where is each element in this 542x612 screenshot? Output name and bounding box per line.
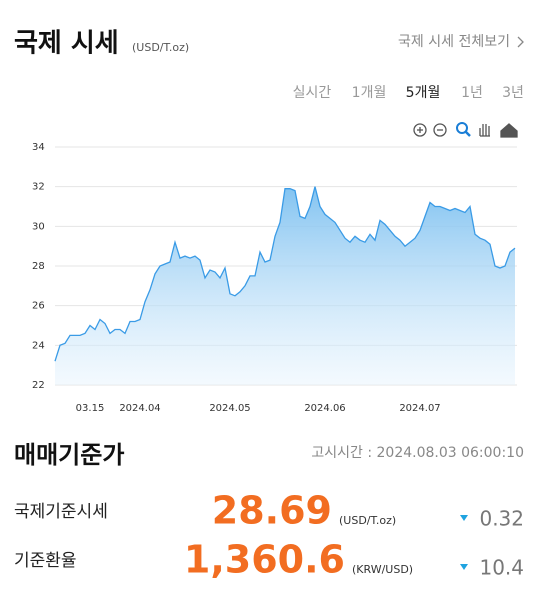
summary-rows: 국제기준시세 28.69 (USD/T.oz) 0.32 기준환율 1,360.6 (KRW… bbox=[14, 489, 524, 582]
unit: (USD/T.oz) bbox=[132, 41, 189, 54]
area bbox=[55, 186, 515, 385]
x-tick-label: 2024.06 bbox=[304, 403, 345, 414]
summary-title: 매매기준가 bbox=[14, 441, 124, 469]
y-tick-label: 24 bbox=[32, 340, 45, 351]
y-tick-label: 28 bbox=[32, 261, 45, 272]
y-tick-label: 34 bbox=[32, 142, 45, 153]
y-tick-label: 22 bbox=[32, 380, 45, 391]
down-arrow bbox=[460, 564, 468, 570]
x-tick-label: 03.15 bbox=[76, 403, 105, 414]
title: 국제 시세 bbox=[14, 29, 119, 59]
line bbox=[54, 186, 516, 362]
y-tick-label: 30 bbox=[32, 221, 45, 232]
notice-time: 고시시간 : 2024.08.03 06:00:10 bbox=[311, 445, 524, 461]
x-tick-label: 2024.07 bbox=[399, 403, 440, 414]
x-tick-label: 2024.04 bbox=[119, 403, 160, 414]
down-arrow bbox=[460, 515, 468, 521]
x-tick-label: 2024.05 bbox=[209, 403, 250, 414]
chart-tools bbox=[413, 122, 518, 138]
row-value: 1,360.6 bbox=[184, 538, 345, 582]
row-unit: (KRW/USD) bbox=[352, 563, 413, 576]
tab[interactable]: 3년 bbox=[502, 85, 524, 101]
row-change: 0.32 bbox=[479, 507, 524, 531]
tab[interactable]: 1년 bbox=[461, 85, 483, 101]
row-label: 국제기준시세 bbox=[14, 502, 108, 522]
row-label: 기준환율 bbox=[14, 551, 77, 571]
row-change: 10.4 bbox=[479, 556, 524, 580]
y-tick-label: 32 bbox=[32, 182, 45, 193]
tabs: 실시간 1개월 5개월 1년 3년 bbox=[293, 85, 524, 101]
tab[interactable]: 실시간 bbox=[293, 85, 332, 101]
row-value: 28.69 bbox=[212, 489, 332, 533]
more-link[interactable]: 국제 시세 전체보기 bbox=[398, 34, 510, 50]
tab[interactable]: 1개월 bbox=[352, 85, 387, 101]
row-unit: (USD/T.oz) bbox=[339, 514, 396, 527]
y-tick-label: 26 bbox=[32, 301, 45, 312]
chart: 22 24 26 28 30 32 34 03.15 2024.04 2024.05 2024.06… bbox=[32, 142, 517, 414]
chevron bbox=[517, 36, 524, 48]
tab[interactable]: 5개월 bbox=[406, 85, 441, 101]
